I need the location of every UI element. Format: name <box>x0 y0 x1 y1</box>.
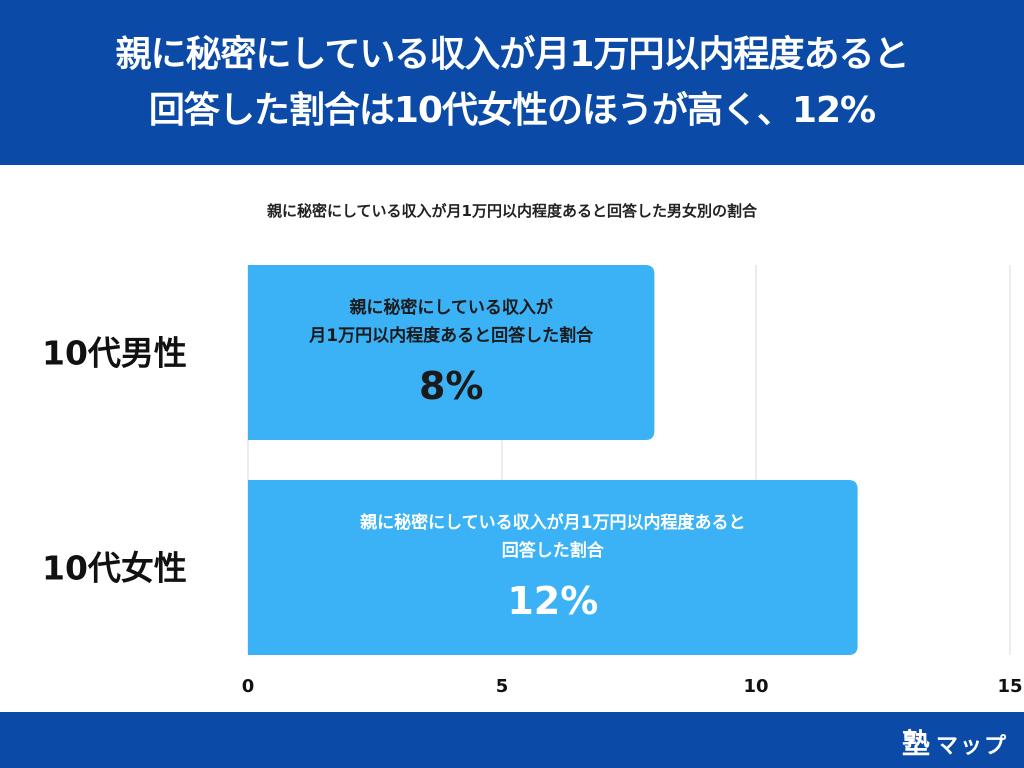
x-tick-label: 15 <box>997 676 1022 697</box>
headline-line-2: 回答した割合は10代女性のほうが高く、12% <box>148 89 876 131</box>
bar <box>248 480 858 655</box>
bar-value-label: 8% <box>419 364 484 408</box>
bar-description-label: 回答した割合 <box>502 540 605 561</box>
header-banner: 親に秘密にしている収入が月1万円以内程度あると 回答した割合は10代女性のほうが… <box>0 0 1024 165</box>
headline-line-1: 親に秘密にしている収入が月1万円以内程度あると <box>115 33 910 75</box>
chart-title: 親に秘密にしている収入が月1万円以内程度あると回答した男女別の割合 <box>267 202 757 220</box>
brand-logo: 塾 マップ <box>902 722 1008 762</box>
x-tick-label: 10 <box>743 676 768 697</box>
x-tick-label: 5 <box>496 676 509 697</box>
bar-chart: 0 5 10 15親に秘密にしている収入が月1万円以内程度あると回答した割合8%10代… <box>42 265 1023 697</box>
footer-bar: 塾 マップ <box>0 712 1024 768</box>
bar-description-label: 親に秘密にしている収入が月1万円以内程度あると <box>360 512 745 533</box>
bar <box>248 265 655 440</box>
bar-value-label: 12% <box>507 579 598 623</box>
bar-description-label: 親に秘密にしている収入が <box>349 297 553 318</box>
logo-kanji: 塾 <box>901 727 930 760</box>
category-label: 10代女性 <box>42 549 187 588</box>
logo-kana: マップ <box>935 734 1008 759</box>
x-tick-label: 0 <box>242 676 255 697</box>
category-label: 10代男性 <box>42 334 187 373</box>
bar-description-label: 月1万円以内程度あると回答した割合 <box>308 325 594 346</box>
